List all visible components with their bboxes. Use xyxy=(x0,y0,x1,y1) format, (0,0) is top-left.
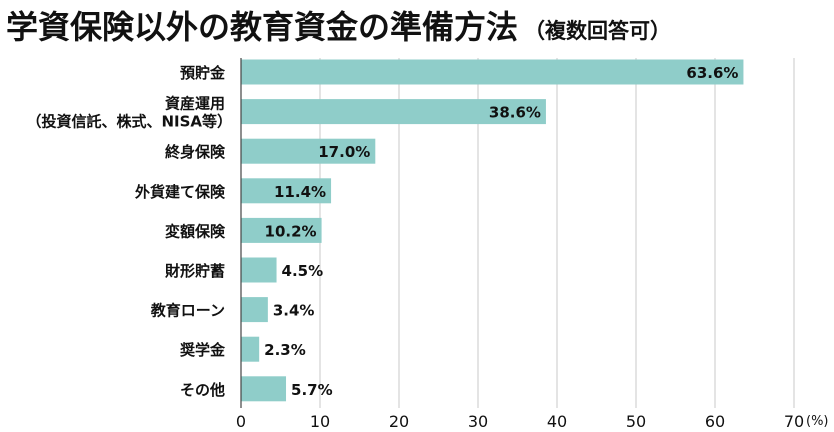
category-label: 財形貯蓄 xyxy=(164,262,225,280)
bar xyxy=(241,336,260,362)
chart-title: 学資保険以外の教育資金の準備方法 xyxy=(6,8,519,46)
value-label: 38.6% xyxy=(489,104,541,122)
bar xyxy=(241,59,744,85)
x-tick-label: 0 xyxy=(236,412,246,431)
bar xyxy=(241,257,277,283)
value-label: 11.4% xyxy=(274,183,326,201)
bar xyxy=(241,297,268,323)
bar xyxy=(241,138,376,164)
category-label: 外貨建て保険 xyxy=(134,183,226,201)
value-label: 4.5% xyxy=(282,262,324,280)
value-label: 3.4% xyxy=(273,302,315,320)
value-label: 63.6% xyxy=(686,64,738,82)
category-label: 終身保険 xyxy=(165,143,226,161)
x-tick-label: 20 xyxy=(389,412,409,431)
category-label: 教育ローン xyxy=(150,302,225,320)
x-tick-label: 40 xyxy=(547,412,567,431)
category-label: 奨学金 xyxy=(180,341,226,359)
x-tick-label: 30 xyxy=(468,412,488,431)
x-tick-label: 50 xyxy=(626,412,646,431)
value-label: 10.2% xyxy=(265,222,317,240)
value-label: 2.3% xyxy=(264,341,306,359)
chart-title-block: 学資保険以外の教育資金の準備方法 （複数回答可） xyxy=(6,2,671,48)
value-label: 17.0% xyxy=(318,143,370,161)
value-label: 5.7% xyxy=(291,381,333,399)
category-label-sub: （投資信託、株式、NISA等） xyxy=(26,113,232,131)
bar xyxy=(241,376,287,402)
bar xyxy=(241,217,322,243)
chart-subtitle: （複数回答可） xyxy=(524,19,672,43)
category-label: その他 xyxy=(180,381,225,399)
category-label: 資産運用 xyxy=(165,95,225,113)
x-tick-label: 70 xyxy=(784,412,804,431)
bar xyxy=(241,99,546,125)
category-label: 預貯金 xyxy=(180,64,226,82)
category-label: 変額保険 xyxy=(165,222,226,240)
x-unit-label: (%) xyxy=(806,414,829,429)
x-tick-label: 10 xyxy=(310,412,330,431)
x-tick-label: 60 xyxy=(705,412,725,431)
bar xyxy=(241,178,332,204)
